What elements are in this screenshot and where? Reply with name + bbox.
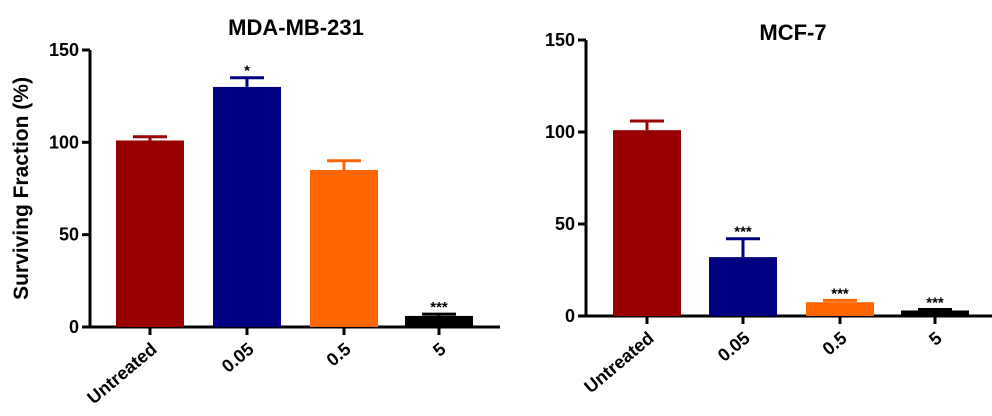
x-tick-label: 5 — [925, 328, 946, 350]
x-tick-label: 0.05 — [218, 339, 258, 377]
y-tick-label: 50 — [59, 225, 79, 245]
bar-0-05 — [213, 86, 281, 327]
bar-untreated — [116, 140, 184, 327]
chart-mcf-7: MCF-7 0 50 100 150 Untreated *** 0.05 *** 0.5 *** 5 — [545, 20, 992, 397]
significance-marker: *** — [831, 285, 849, 302]
y-tick-label: 0 — [565, 306, 575, 326]
significance-marker: * — [244, 63, 250, 80]
x-tick-label: 0.05 — [714, 328, 754, 366]
chart-mda-mb-231: MDA-MB-231 Surviving Fraction (%) 0 50 100 15… — [10, 15, 500, 408]
y-tick-label: 50 — [555, 214, 575, 234]
x-tick-label: 0.5 — [819, 328, 851, 359]
bar-untreated — [613, 130, 681, 316]
x-tick-label: 0.5 — [323, 339, 355, 370]
chart-title: MCF-7 — [759, 20, 826, 45]
y-tick-label: 150 — [49, 40, 79, 60]
bar-0-5 — [806, 302, 874, 316]
y-axis-label: Surviving Fraction (%) — [10, 77, 33, 300]
x-tick-label: Untreated — [580, 328, 657, 397]
x-tick-label: Untreated — [83, 339, 160, 408]
bar-0-05 — [709, 257, 777, 316]
y-tick-label: 100 — [545, 122, 575, 142]
bar-0-5 — [310, 170, 378, 327]
y-tick-label: 0 — [69, 317, 79, 337]
significance-marker: *** — [430, 299, 448, 316]
y-tick-label: 100 — [49, 132, 79, 152]
y-tick-label: 150 — [545, 30, 575, 50]
chart-title: MDA-MB-231 — [228, 15, 364, 40]
x-tick-label: 5 — [429, 339, 450, 361]
significance-marker: *** — [734, 224, 752, 241]
bar-5 — [405, 315, 473, 327]
bar-5 — [901, 310, 969, 316]
significance-marker: *** — [926, 295, 944, 312]
